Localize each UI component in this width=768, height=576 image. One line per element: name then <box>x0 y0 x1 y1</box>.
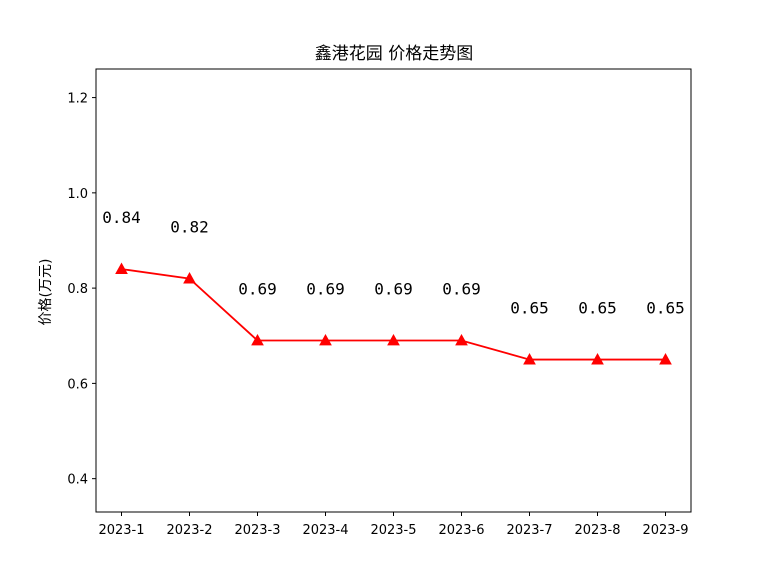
y-tick-label: 1.0 <box>67 187 88 202</box>
x-tick-label: 2023-2 <box>166 523 212 538</box>
x-tick-label: 2023-4 <box>302 523 348 538</box>
x-tick-label: 2023-3 <box>234 523 280 538</box>
data-label: 0.84 <box>102 208 141 227</box>
data-point-marker <box>455 333 468 346</box>
series-layer <box>115 262 672 365</box>
y-axis-label: 价格(万元) <box>38 259 54 326</box>
data-point-marker <box>659 353 672 365</box>
data-point-marker <box>115 262 128 274</box>
data-point-marker <box>251 333 264 346</box>
data-labels: 0.84 0.82 0.69 0.69 0.69 0.69 0.65 0.65 0.65 <box>102 208 685 318</box>
y-tick-label: 0.4 <box>67 473 88 488</box>
x-tick-label: 2023-1 <box>98 523 144 538</box>
x-tick-label: 2023-6 <box>438 523 484 538</box>
y-axis-ticks: 0.4 0.6 0.8 1.0 1.2 <box>67 92 96 488</box>
x-tick-label: 2023-7 <box>506 523 552 538</box>
x-tick-label: 2023-8 <box>574 523 620 538</box>
data-label: 0.65 <box>646 299 685 318</box>
chart-title: 鑫港花园 价格走势图 <box>315 44 473 64</box>
data-label: 0.69 <box>306 280 345 299</box>
y-tick-label: 0.8 <box>67 282 88 297</box>
data-label: 0.82 <box>170 218 209 237</box>
data-label: 0.69 <box>238 280 277 299</box>
data-point-marker <box>591 353 604 365</box>
data-label: 0.65 <box>510 299 549 318</box>
data-point-marker <box>387 333 400 346</box>
x-tick-label: 2023-9 <box>642 523 688 538</box>
y-tick-label: 0.6 <box>67 377 88 392</box>
data-point-marker <box>523 353 536 365</box>
x-tick-label: 2023-5 <box>370 523 416 538</box>
x-axis-ticks: 2023-1 2023-2 2023-3 2023-4 2023-5 2023-6 2023… <box>98 512 689 538</box>
data-point-marker <box>319 333 332 346</box>
data-label: 0.65 <box>578 299 617 318</box>
data-point-marker <box>183 272 196 284</box>
y-tick-label: 1.2 <box>67 92 88 107</box>
data-label: 0.69 <box>374 280 413 299</box>
data-label: 0.69 <box>442 280 481 299</box>
